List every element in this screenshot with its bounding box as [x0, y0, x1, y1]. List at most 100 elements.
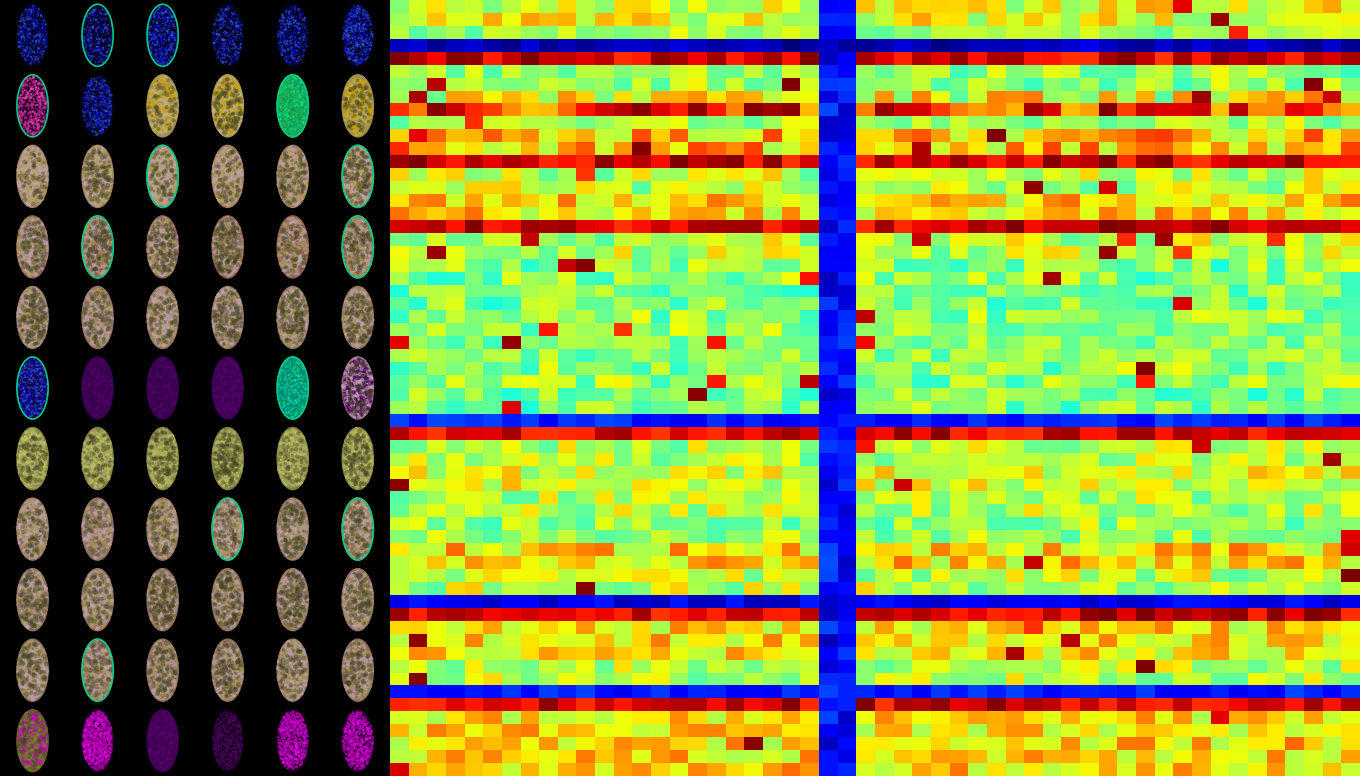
Point [224, 436, 246, 449]
Point [80, 288, 102, 300]
Point [76, 120, 98, 133]
Point [227, 454, 249, 466]
Point [212, 15, 234, 27]
Point [76, 101, 98, 113]
Point [151, 589, 173, 601]
Point [86, 242, 107, 255]
Point [23, 451, 45, 463]
Point [207, 542, 228, 555]
Point [208, 442, 230, 455]
Point [208, 380, 230, 393]
Point [276, 684, 298, 697]
Point [356, 171, 378, 184]
Point [279, 303, 301, 315]
Point [20, 240, 42, 252]
Point [345, 18, 367, 30]
Point [88, 190, 110, 203]
Point [205, 585, 227, 598]
Point [351, 150, 373, 162]
Point [203, 173, 224, 185]
Point [212, 125, 234, 137]
Point [224, 123, 246, 135]
Point [87, 118, 109, 130]
Point [212, 34, 234, 47]
Point [144, 723, 166, 736]
Point [340, 363, 362, 376]
Point [98, 473, 120, 485]
Point [275, 658, 296, 670]
Point [152, 459, 174, 472]
Point [23, 258, 45, 270]
Point [223, 109, 245, 122]
Point [20, 365, 42, 378]
Point [277, 235, 299, 248]
Point [294, 583, 316, 595]
Point [352, 752, 374, 764]
Point [151, 228, 173, 241]
Point [86, 639, 107, 652]
Point [88, 472, 110, 484]
Point [227, 454, 249, 466]
Point [287, 380, 309, 393]
Point [34, 163, 56, 175]
Point [354, 320, 375, 332]
Point [277, 566, 299, 578]
Point [76, 234, 98, 247]
Point [287, 257, 309, 269]
Point [151, 469, 173, 481]
Point [162, 503, 184, 515]
Point [282, 657, 303, 670]
Point [214, 743, 235, 756]
Point [356, 372, 378, 384]
Point [87, 736, 109, 749]
Point [23, 216, 45, 228]
Point [345, 85, 367, 97]
Point [335, 397, 356, 409]
Point [343, 614, 364, 626]
Point [222, 230, 243, 243]
Point [150, 750, 171, 763]
Point [24, 247, 46, 259]
Point [99, 668, 121, 681]
Point [354, 498, 375, 511]
Point [80, 177, 102, 189]
Point [148, 26, 170, 38]
Point [208, 293, 230, 306]
Point [348, 127, 370, 140]
Point [226, 113, 248, 126]
Point [80, 27, 102, 40]
Point [143, 314, 165, 326]
Point [284, 466, 306, 479]
Point [165, 325, 186, 338]
Point [271, 247, 292, 259]
Point [14, 245, 35, 258]
Point [356, 651, 378, 663]
Point [159, 431, 181, 443]
Point [160, 723, 182, 736]
Point [335, 514, 356, 526]
Point [141, 222, 163, 234]
Point [94, 164, 116, 176]
Point [290, 84, 311, 96]
Point [356, 650, 378, 663]
Point [151, 568, 173, 580]
Point [148, 163, 170, 175]
Point [16, 497, 38, 510]
Point [220, 513, 242, 525]
Point [33, 329, 54, 341]
Point [356, 532, 378, 544]
Point [351, 46, 373, 58]
Point [231, 99, 253, 112]
Point [154, 181, 175, 193]
Point [269, 102, 291, 114]
Point [73, 182, 95, 194]
Point [336, 109, 358, 122]
Point [220, 689, 242, 702]
Point [83, 660, 105, 673]
Point [82, 298, 103, 310]
Point [348, 228, 370, 241]
Point [214, 475, 235, 487]
Point [16, 174, 38, 186]
Point [147, 197, 169, 210]
Point [214, 105, 235, 117]
